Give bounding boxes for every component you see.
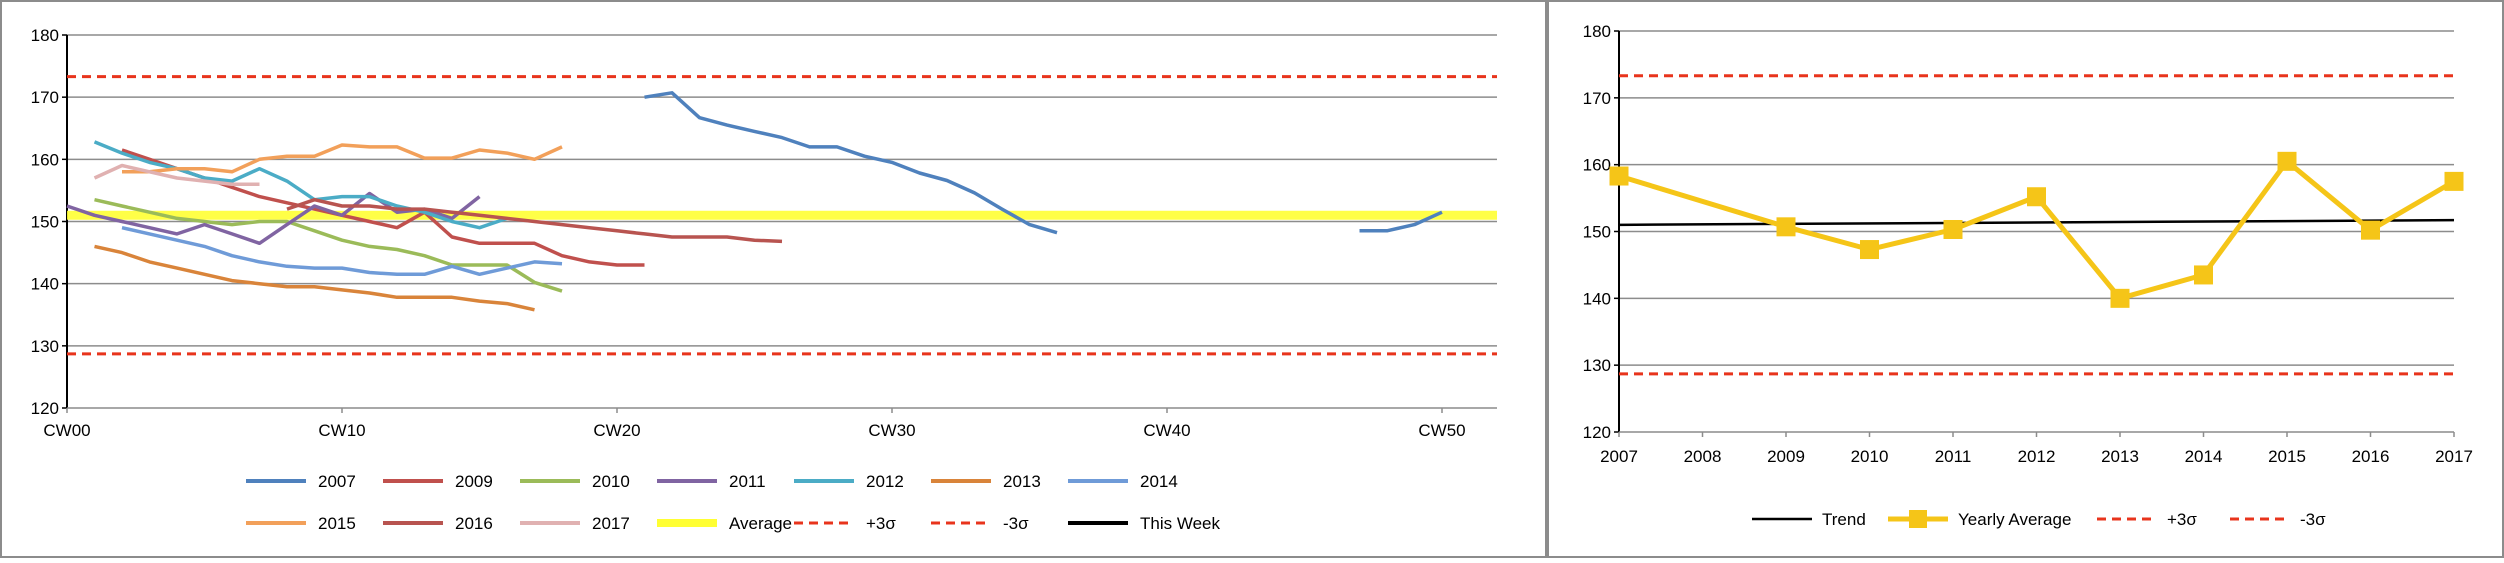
y-tick-label: 150 — [1583, 223, 1611, 242]
legend-label-2012: 2012 — [866, 472, 904, 491]
y-tick-label: 180 — [31, 26, 59, 45]
x-tick-label: 2012 — [2018, 447, 2056, 466]
x-tick-label: 2009 — [1767, 447, 1805, 466]
legend-label-trend: Trend — [1822, 510, 1866, 529]
x-tick-label: CW00 — [43, 421, 90, 440]
x-tick-label: CW30 — [868, 421, 915, 440]
x-tick-label: 2010 — [1851, 447, 1889, 466]
x-tick-label: 2007 — [1600, 447, 1638, 466]
yearly-average-chart: 120 130 140 150 160 170 180 2007 2008 2009 2010 201… — [1583, 22, 2473, 529]
yearly-average-marker — [2361, 220, 2380, 240]
legend-label-2011: 2011 — [729, 472, 766, 491]
y-tick-label: 170 — [31, 88, 59, 107]
y-tick-label: 170 — [1583, 89, 1611, 108]
y-tick-label: 150 — [31, 213, 59, 232]
legend-label-2014: 2014 — [1140, 472, 1178, 491]
legend-label-this-week: This Week — [1140, 514, 1220, 533]
y-tick-label: 120 — [31, 399, 59, 418]
y-tick-label: 160 — [31, 150, 59, 169]
legend-label-2015: 2015 — [318, 514, 356, 533]
x-tick-label: 2011 — [1935, 447, 1972, 466]
yearly-average-marker — [1609, 166, 1629, 186]
series-2007-line — [1359, 210, 1443, 233]
x-tick-label: CW20 — [593, 421, 640, 440]
x-tick-label: CW40 — [1143, 421, 1190, 440]
legend-label-minus-3-sigma: -3σ — [1003, 514, 1029, 533]
series-2012-line — [93, 140, 508, 230]
yearly-average-marker — [2194, 265, 2213, 285]
yearly-average-marker — [2110, 288, 2130, 308]
weekly-line-chart: 120 130 140 150 160 170 180 CW00 CW10 CW20 CW30 CW4… — [31, 26, 1497, 533]
y-tick-label: 130 — [31, 337, 59, 356]
legend-label-yearly-average: Yearly Average — [1958, 510, 2071, 529]
y-tick-label: 120 — [1583, 423, 1611, 442]
yearly-average-marker — [1776, 217, 1796, 237]
yearly-chart-panel — [1547, 0, 2504, 558]
x-tick-label: 2014 — [2185, 447, 2223, 466]
yearly-average-marker — [1860, 240, 1879, 260]
series-2017-line — [93, 163, 260, 186]
y-tick-label: 180 — [1583, 22, 1611, 41]
series-2007-line — [644, 91, 1058, 235]
series-2014-line — [121, 225, 563, 277]
y-tick-label: 160 — [1583, 156, 1611, 175]
legend-label-2009: 2009 — [455, 472, 493, 491]
yearly-average-marker — [1943, 219, 1963, 239]
yearly-average-marker — [2277, 151, 2297, 171]
series-2010-line — [94, 197, 563, 293]
x-tick-label: 2017 — [2435, 447, 2473, 466]
x-tick-label: 2015 — [2268, 447, 2306, 466]
weekly-chart-panel — [0, 0, 1547, 558]
x-tick-label: CW50 — [1418, 421, 1465, 440]
legend-label-2007: 2007 — [318, 472, 356, 491]
series-2015-line — [122, 143, 563, 174]
legend-label-2010: 2010 — [592, 472, 630, 491]
legend-label-2016: 2016 — [455, 514, 493, 533]
x-tick-label: 2008 — [1684, 447, 1722, 466]
y-tick-label: 140 — [31, 275, 59, 294]
legend-label-2013: 2013 — [1003, 472, 1041, 491]
series-trend-line — [1618, 218, 2455, 227]
series-2016-line — [286, 197, 783, 244]
legend-label-minus-3-sigma: -3σ — [2300, 510, 2326, 529]
x-tick-label: 2013 — [2101, 447, 2139, 466]
legend-marker-yearly-average — [1909, 510, 1927, 528]
x-tick-label: 2016 — [2352, 447, 2390, 466]
yearly-average-marker — [2444, 171, 2464, 191]
legend-label-2017: 2017 — [592, 514, 630, 533]
y-tick-label: 130 — [1583, 356, 1611, 375]
series-2013-line — [94, 244, 535, 312]
y-tick-label: 140 — [1583, 289, 1611, 308]
legend-label-plus-3-sigma: +3σ — [866, 514, 896, 533]
series-yearly-average-line — [1618, 158, 2456, 301]
legend-label-plus-3-sigma: +3σ — [2167, 510, 2197, 529]
x-tick-label: CW10 — [318, 421, 365, 440]
legend-label-average: Average — [729, 514, 792, 533]
yearly-average-marker — [2027, 187, 2046, 207]
